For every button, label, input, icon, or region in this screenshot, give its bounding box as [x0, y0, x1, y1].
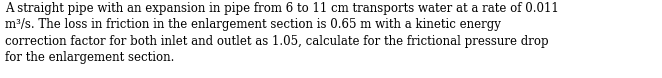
Text: A straight pipe with an expansion in pipe from 6 to 11 cm transports water at a : A straight pipe with an expansion in pip…	[5, 2, 559, 64]
